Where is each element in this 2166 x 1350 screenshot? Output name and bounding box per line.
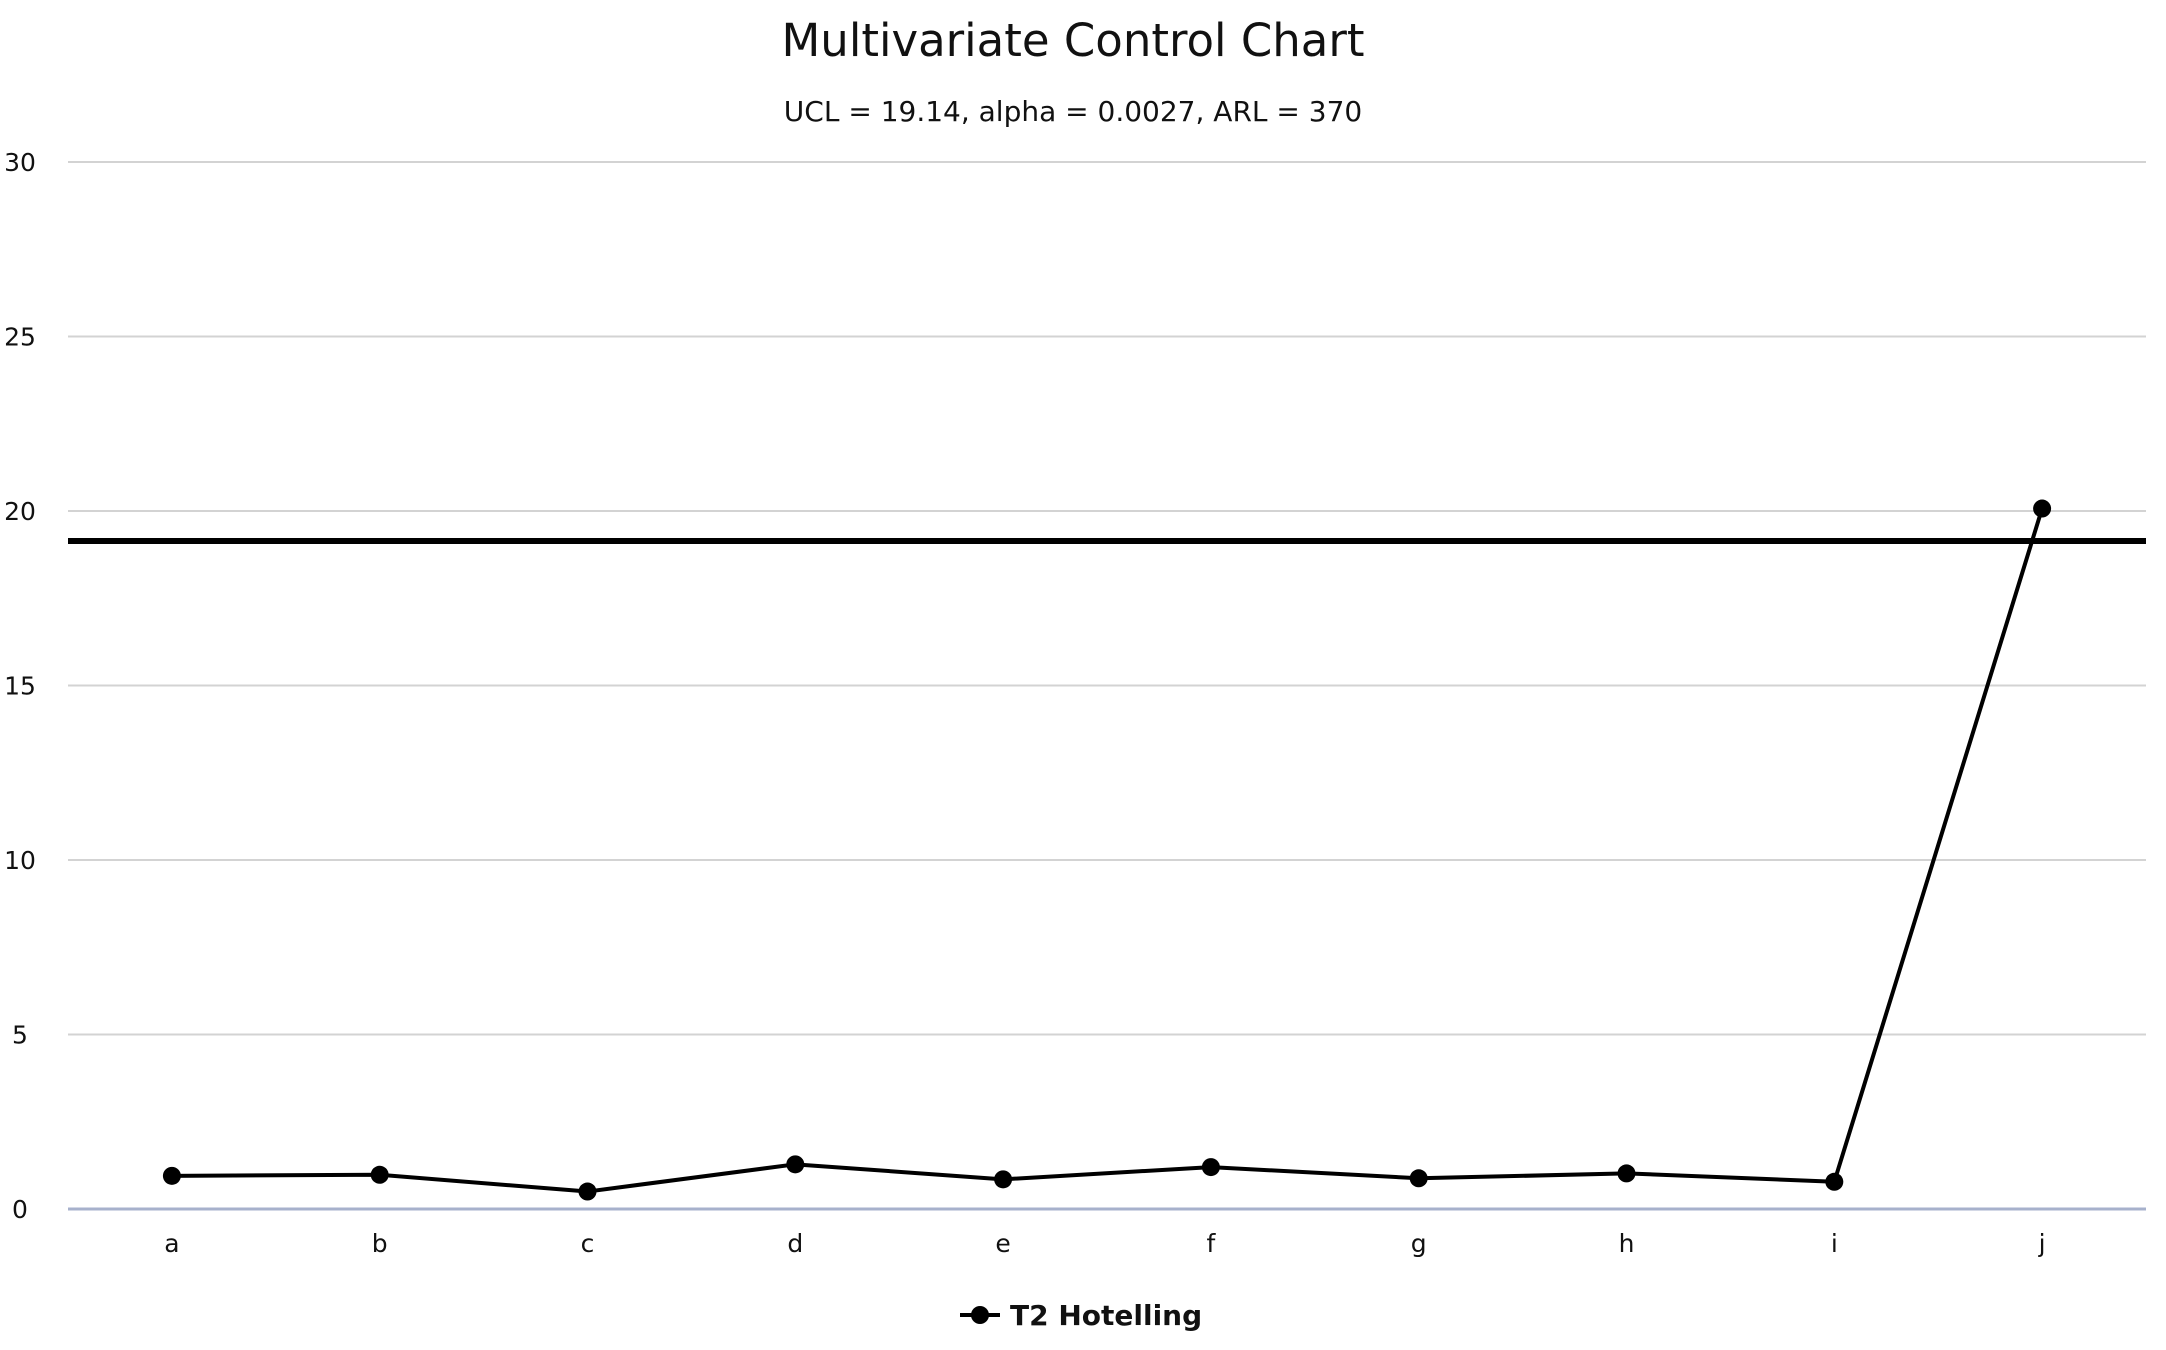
y-axis-ticks: 0 5 10 15 20 25 30 (4, 148, 36, 1224)
y-tick-label-25: 25 (4, 323, 36, 352)
y-tick-label-5: 5 (12, 1021, 28, 1050)
data-point-i[interactable] (1825, 1172, 1844, 1191)
data-point-g[interactable] (1409, 1169, 1428, 1188)
legend-label-t2-hotelling: T2 Hotelling (1010, 1299, 1202, 1332)
y-tick-label-10: 10 (4, 846, 36, 875)
x-tick-label-e: e (995, 1229, 1010, 1258)
y-tick-label-15: 15 (4, 672, 36, 701)
data-point-j[interactable] (2033, 499, 2052, 518)
chart-subtitle: UCL = 19.14, alpha = 0.0027, ARL = 370 (784, 95, 1362, 128)
x-tick-label-i: i (1831, 1229, 1838, 1258)
legend[interactable]: T2 Hotelling (960, 1299, 1202, 1332)
x-tick-label-h: h (1619, 1229, 1635, 1258)
x-axis-ticks: a b c d e f g h i j (164, 1229, 2045, 1258)
x-tick-label-f: f (1206, 1229, 1216, 1258)
chart-title: Multivariate Control Chart (781, 14, 1364, 67)
data-point-c[interactable] (578, 1182, 597, 1201)
series-t2-hotelling (162, 499, 2052, 1201)
y-tick-label-20: 20 (4, 497, 36, 526)
data-point-e[interactable] (994, 1170, 1013, 1189)
x-tick-label-c: c (581, 1229, 595, 1258)
x-tick-label-d: d (787, 1229, 803, 1258)
gridlines (68, 161, 2146, 1211)
y-tick-label-30: 30 (4, 148, 36, 177)
data-point-d[interactable] (786, 1155, 805, 1174)
x-tick-label-a: a (164, 1229, 179, 1258)
y-tick-label-0: 0 (12, 1195, 28, 1224)
series-line-0 (171, 507, 2045, 1194)
data-point-f[interactable] (1201, 1158, 1220, 1177)
legend-dot-marker (971, 1306, 989, 1324)
data-point-a[interactable] (162, 1166, 181, 1185)
x-tick-label-j: j (2038, 1229, 2046, 1258)
data-point-h[interactable] (1617, 1164, 1636, 1183)
data-point-b[interactable] (370, 1165, 389, 1184)
x-tick-label-g: g (1411, 1229, 1427, 1258)
x-tick-label-b: b (372, 1229, 388, 1258)
